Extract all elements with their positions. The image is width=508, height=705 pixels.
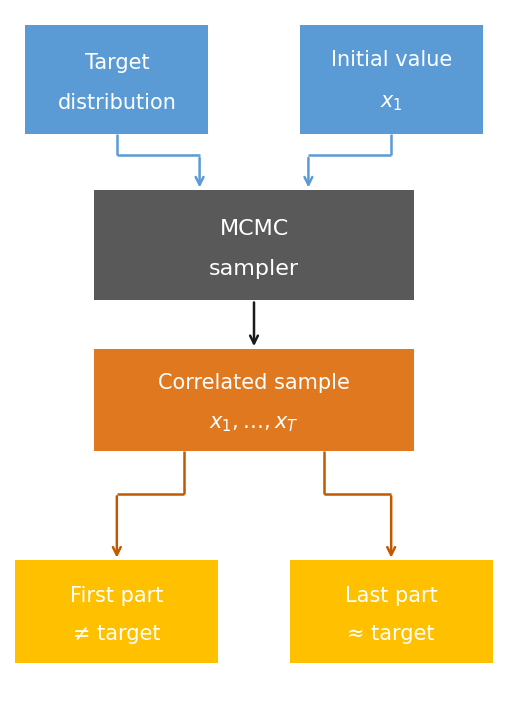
Text: ≈ target: ≈ target [347, 624, 435, 644]
FancyBboxPatch shape [15, 560, 218, 663]
Text: sampler: sampler [209, 259, 299, 279]
FancyBboxPatch shape [25, 25, 208, 134]
Text: MCMC: MCMC [219, 219, 289, 238]
Text: $x_1, \ldots, x_T$: $x_1, \ldots, x_T$ [209, 414, 299, 434]
Text: $x_1$: $x_1$ [380, 93, 402, 114]
Text: Initial value: Initial value [331, 49, 452, 70]
Text: ≠ target: ≠ target [73, 624, 161, 644]
Text: Last part: Last part [345, 587, 437, 606]
Text: distribution: distribution [57, 93, 176, 114]
FancyBboxPatch shape [290, 560, 493, 663]
Text: Correlated sample: Correlated sample [158, 373, 350, 393]
Text: Target: Target [84, 53, 149, 73]
Text: First part: First part [70, 587, 164, 606]
FancyBboxPatch shape [94, 190, 414, 300]
FancyBboxPatch shape [94, 349, 414, 451]
FancyBboxPatch shape [300, 25, 483, 134]
